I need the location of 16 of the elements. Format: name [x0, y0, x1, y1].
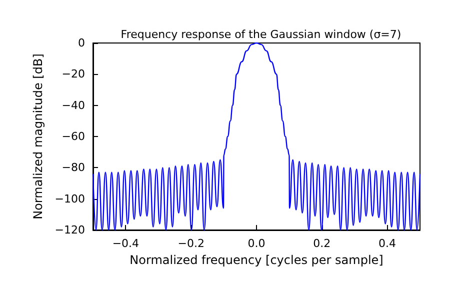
- x-tick-label: −0.2: [178, 237, 204, 250]
- y-tick-label: 0: [78, 36, 85, 50]
- x-tick-label: 0.4: [378, 237, 396, 250]
- y-tick-label: −60: [62, 130, 85, 143]
- y-tick-label: −40: [62, 98, 85, 112]
- y-tick-label: −100: [54, 192, 85, 206]
- line-series: [92, 42, 421, 231]
- x-axis-title: Normalized frequency [cycles per sample]: [130, 253, 384, 267]
- x-tick-label: −0.4: [112, 237, 140, 250]
- y-axis-title: Normalized magnitude [dB]: [30, 54, 45, 220]
- y-tick-label: −80: [62, 161, 85, 174]
- chart-title: Frequency response of the Gaussian window (σ=7): [120, 28, 402, 41]
- y-tick-label: −20: [62, 68, 85, 81]
- x-tick-label: 0.0: [248, 237, 266, 250]
- x-tick-label: 0.2: [313, 237, 331, 250]
- y-tick-label: −120: [54, 224, 85, 236]
